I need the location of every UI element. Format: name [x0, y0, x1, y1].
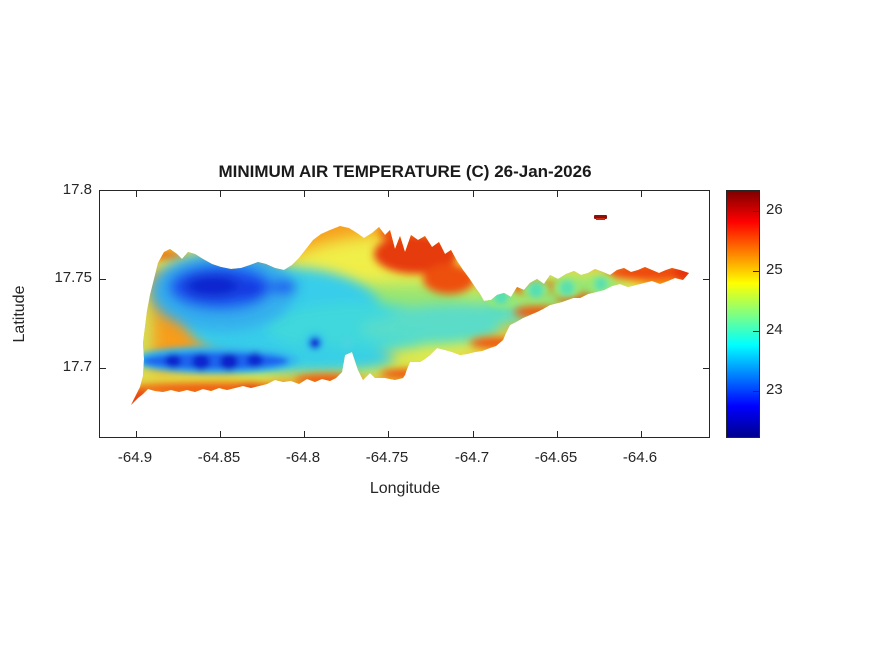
x-tick-mark — [136, 431, 137, 437]
y-tick-mark — [703, 279, 709, 280]
x-tick-mark — [473, 191, 474, 197]
colorbar-tick-mark — [753, 391, 759, 392]
x-tick-label: -64.65 — [534, 449, 578, 466]
colorbar-tick-mark — [753, 271, 759, 272]
colorbar — [726, 190, 760, 438]
x-tick-mark — [220, 191, 221, 197]
colorbar-tick-label: 25 — [766, 261, 783, 278]
colorbar-tick-mark — [753, 211, 759, 212]
x-tick-mark — [473, 431, 474, 437]
x-tick-mark — [388, 431, 389, 437]
y-tick-label: 17.7 — [62, 358, 92, 375]
colorbar-tick-label: 26 — [766, 201, 783, 218]
colorbar-tick-mark — [753, 331, 759, 332]
y-tick-label: 17.8 — [62, 181, 92, 198]
x-tick-mark — [388, 191, 389, 197]
y-tick-label: 17.75 — [54, 269, 92, 286]
x-tick-mark — [557, 431, 558, 437]
x-tick-label: -64.8 — [285, 449, 321, 466]
x-tick-label: -64.6 — [622, 449, 658, 466]
x-tick-mark — [220, 431, 221, 437]
x-tick-label: -64.9 — [117, 449, 153, 466]
island-temperature-map — [131, 215, 689, 405]
y-tick-mark — [703, 368, 709, 369]
temperature-field — [131, 226, 689, 405]
x-tick-mark — [641, 431, 642, 437]
offshore-islet — [594, 215, 607, 220]
y-tick-mark — [100, 279, 106, 280]
x-tick-mark — [304, 431, 305, 437]
colorbar-tick-label: 24 — [766, 321, 783, 338]
cold-spot-row-layer — [131, 331, 353, 374]
y-axis-label: Latitude — [11, 285, 28, 343]
x-tick-label: -64.7 — [454, 449, 490, 466]
colorbar-tick-label: 23 — [766, 381, 783, 398]
plot-title: MINIMUM AIR TEMPERATURE (C) 26-Jan-2026 — [218, 162, 592, 181]
x-tick-label: -64.85 — [197, 449, 241, 466]
x-tick-label: -64.75 — [365, 449, 409, 466]
x-tick-mark — [136, 191, 137, 197]
x-tick-mark — [304, 191, 305, 197]
y-tick-mark — [100, 368, 106, 369]
x-tick-mark — [641, 191, 642, 197]
plot-box — [99, 190, 710, 438]
x-axis-label: Longitude — [369, 480, 441, 497]
x-tick-mark — [557, 191, 558, 197]
cold-blue-northwest-layer — [150, 251, 296, 331]
